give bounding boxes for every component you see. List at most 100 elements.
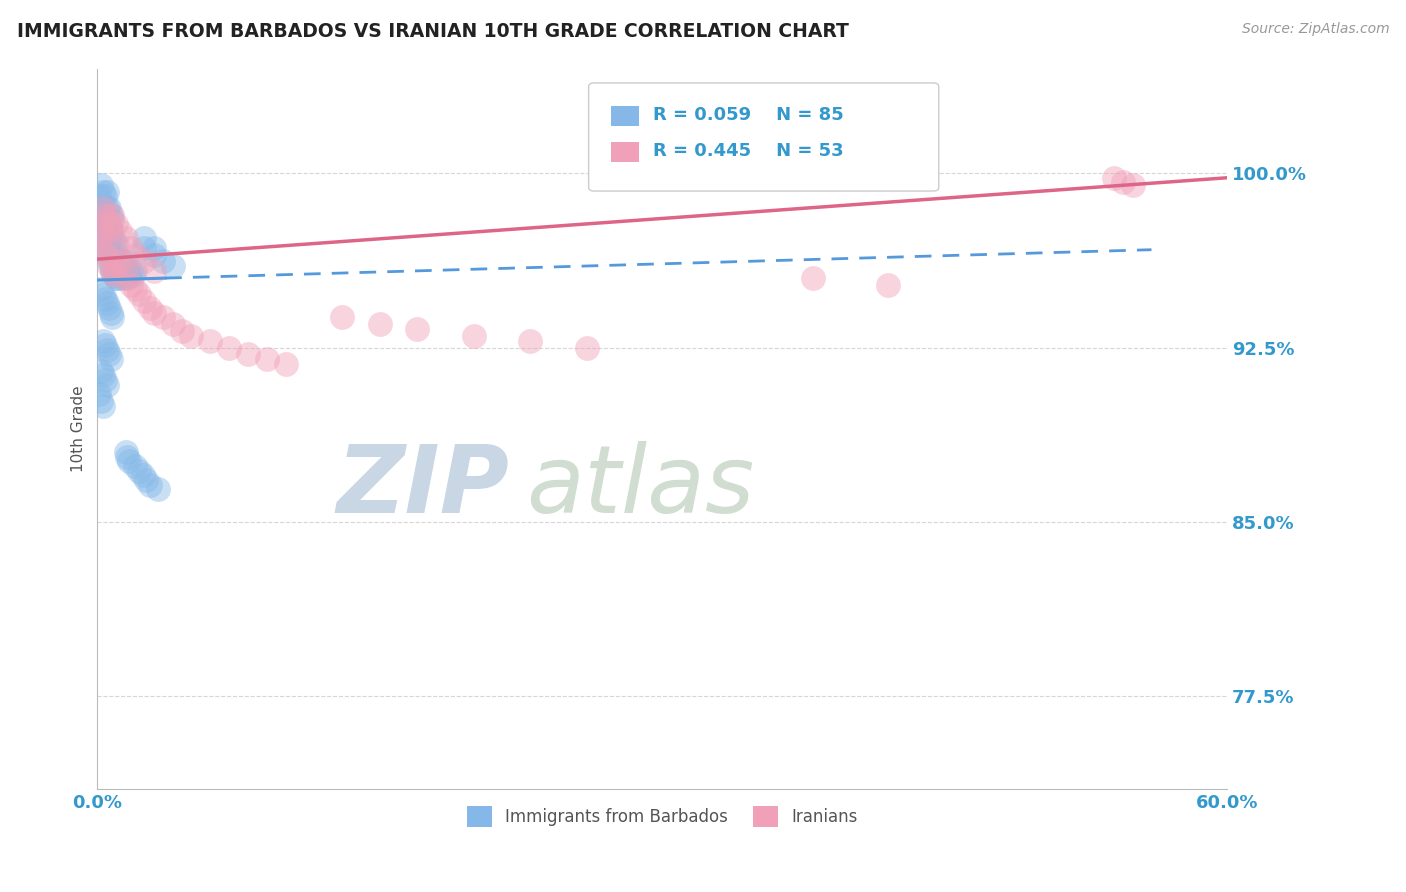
Point xyxy=(96,185,118,199)
Point xyxy=(114,270,136,285)
Point xyxy=(94,241,117,255)
Point xyxy=(124,264,146,278)
Point xyxy=(120,277,142,292)
Point xyxy=(91,287,114,301)
Point xyxy=(134,231,156,245)
Point xyxy=(90,282,112,296)
Point xyxy=(108,254,131,268)
Point xyxy=(105,217,128,231)
Point xyxy=(89,212,111,227)
Point xyxy=(1112,176,1135,190)
Point xyxy=(101,310,124,325)
Point xyxy=(91,368,114,383)
Point xyxy=(117,264,139,278)
Point xyxy=(101,208,124,222)
Point xyxy=(90,201,112,215)
Point xyxy=(122,268,145,283)
Point xyxy=(142,247,165,261)
Point xyxy=(97,301,120,315)
Point xyxy=(91,399,114,413)
Text: R = 0.445    N = 53: R = 0.445 N = 53 xyxy=(652,143,844,161)
Point xyxy=(114,445,136,459)
Point xyxy=(90,394,112,409)
Point xyxy=(90,224,112,238)
Point xyxy=(575,341,598,355)
Point xyxy=(97,259,120,273)
Point xyxy=(105,235,128,250)
Text: IMMIGRANTS FROM BARBADOS VS IRANIAN 10TH GRADE CORRELATION CHART: IMMIGRANTS FROM BARBADOS VS IRANIAN 10TH… xyxy=(17,22,849,41)
Point xyxy=(96,217,118,231)
Point xyxy=(101,264,124,278)
Point xyxy=(96,201,118,215)
Point xyxy=(142,241,165,255)
Point xyxy=(120,241,142,255)
Point xyxy=(105,259,128,273)
Text: ZIP: ZIP xyxy=(336,441,509,533)
Point xyxy=(108,268,131,283)
Point xyxy=(94,208,117,222)
Point xyxy=(94,373,117,387)
Point xyxy=(91,235,114,250)
FancyBboxPatch shape xyxy=(589,83,939,191)
Point xyxy=(139,301,162,315)
Text: atlas: atlas xyxy=(526,441,755,532)
Point xyxy=(96,247,118,261)
Point xyxy=(256,352,278,367)
Point xyxy=(274,357,297,371)
Point xyxy=(152,254,174,268)
Point xyxy=(97,201,120,215)
Point xyxy=(330,310,353,325)
Point xyxy=(124,282,146,296)
Point xyxy=(162,259,184,273)
Text: R = 0.059    N = 85: R = 0.059 N = 85 xyxy=(652,106,844,124)
Point xyxy=(96,377,118,392)
Point xyxy=(180,329,202,343)
Point xyxy=(142,305,165,319)
Point xyxy=(101,247,124,261)
Point xyxy=(89,387,111,401)
Point xyxy=(877,277,900,292)
Point xyxy=(463,329,485,343)
Point xyxy=(90,178,112,192)
Point xyxy=(134,241,156,255)
Point xyxy=(112,264,135,278)
Point xyxy=(96,212,118,227)
Point xyxy=(103,268,125,283)
FancyBboxPatch shape xyxy=(612,143,640,162)
Point xyxy=(90,364,112,378)
Point xyxy=(100,252,122,267)
Point xyxy=(368,318,391,332)
Y-axis label: 10th Grade: 10th Grade xyxy=(72,385,86,472)
Point xyxy=(152,310,174,325)
Point xyxy=(124,458,146,473)
Point xyxy=(97,254,120,268)
Point xyxy=(406,322,429,336)
Point xyxy=(94,208,117,222)
Point xyxy=(100,224,122,238)
Point xyxy=(128,464,150,478)
Point xyxy=(103,252,125,267)
Point xyxy=(94,241,117,255)
Point xyxy=(117,270,139,285)
Point xyxy=(117,450,139,464)
Point xyxy=(1102,170,1125,185)
Point xyxy=(96,296,118,310)
Point xyxy=(91,201,114,215)
Point xyxy=(107,270,129,285)
Point xyxy=(97,217,120,231)
Point xyxy=(97,235,120,250)
Point xyxy=(139,477,162,491)
Point xyxy=(146,483,169,497)
Point xyxy=(97,217,120,231)
Point xyxy=(97,347,120,361)
Point xyxy=(200,334,222,348)
FancyBboxPatch shape xyxy=(612,106,640,126)
Point xyxy=(519,334,541,348)
Point xyxy=(91,185,114,199)
Point xyxy=(100,222,122,236)
Point xyxy=(91,231,114,245)
Point xyxy=(118,268,141,283)
Point xyxy=(91,217,114,231)
Legend: Immigrants from Barbados, Iranians: Immigrants from Barbados, Iranians xyxy=(458,798,866,835)
Point xyxy=(170,324,193,338)
